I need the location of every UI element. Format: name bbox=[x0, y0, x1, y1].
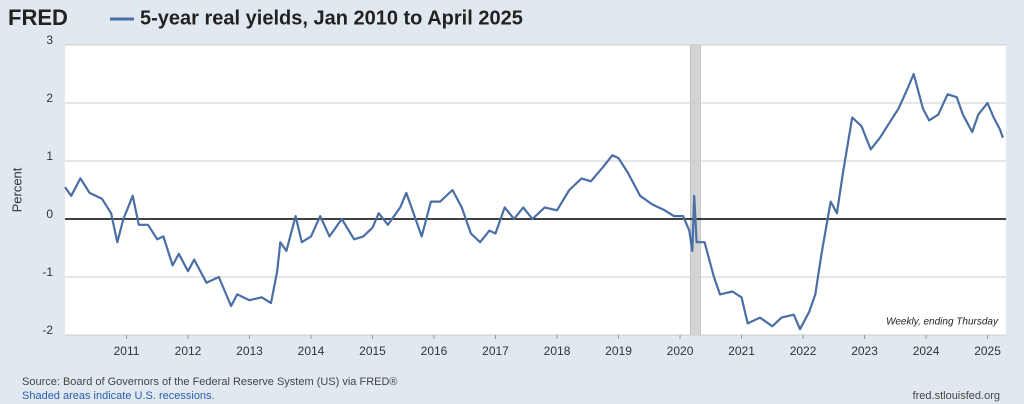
x-tick-label: 2021 bbox=[728, 344, 755, 358]
x-tick-label: 2016 bbox=[421, 344, 448, 358]
recession-note: Shaded areas indicate U.S. recessions. bbox=[22, 390, 215, 402]
y-tick-label: 1 bbox=[46, 149, 53, 163]
x-tick-label: 2014 bbox=[298, 344, 325, 358]
x-tick-label: 2020 bbox=[667, 344, 694, 358]
x-tick-label: 2018 bbox=[544, 344, 571, 358]
site: fred.stlouisfed.org bbox=[913, 390, 1000, 402]
recession-band bbox=[690, 44, 701, 336]
source: Source: Board of Governors of the Federa… bbox=[22, 376, 398, 388]
y-tick-label: -1 bbox=[42, 265, 53, 279]
y-tick-label: -2 bbox=[42, 323, 53, 337]
y-tick-label: 0 bbox=[46, 207, 53, 221]
x-tick-label: 2025 bbox=[974, 344, 1001, 358]
logo: FRED bbox=[8, 5, 68, 30]
x-tick-label: 2011 bbox=[114, 344, 140, 358]
x-tick-label: 2017 bbox=[482, 344, 509, 358]
y-tick-label: 3 bbox=[46, 33, 53, 47]
chart-title: 5-year real yields, Jan 2010 to April 20… bbox=[140, 7, 523, 29]
x-tick-label: 2024 bbox=[913, 344, 940, 358]
series-line bbox=[64, 72, 1004, 331]
y-tick-label: 2 bbox=[46, 91, 53, 105]
x-tick-label: 2015 bbox=[359, 344, 386, 358]
x-tick-label: 2022 bbox=[790, 344, 817, 358]
annotation: Weekly, ending Thursday bbox=[886, 317, 999, 328]
x-tick-label: 2012 bbox=[175, 344, 202, 358]
plot-area bbox=[65, 45, 1006, 335]
y-axis-label: Percent bbox=[9, 167, 24, 212]
x-tick-label: 2023 bbox=[851, 344, 878, 358]
x-tick-label: 2013 bbox=[236, 344, 263, 358]
x-tick-label: 2019 bbox=[605, 344, 632, 358]
